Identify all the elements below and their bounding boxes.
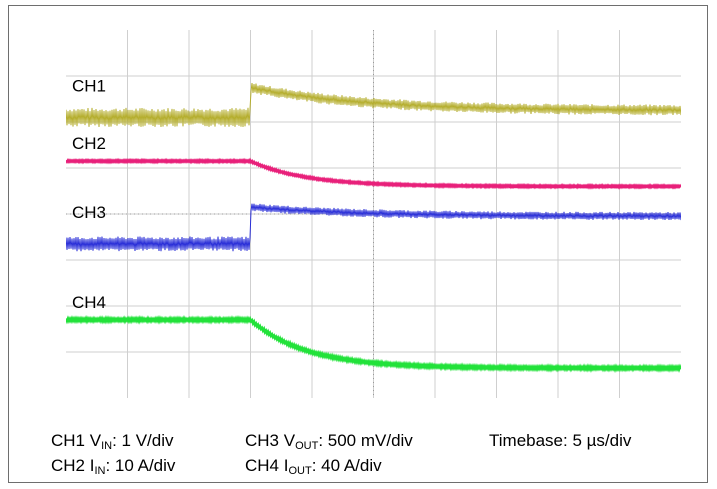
trace-ch3 xyxy=(66,203,681,252)
channel-label-ch4: CH4 xyxy=(72,293,106,312)
legend-ch1: CH1 VIN: 1 V/div xyxy=(51,431,174,452)
trace-ch1 xyxy=(66,82,681,128)
legend-ch3: CH3 VOUT: 500 mV/div xyxy=(245,431,413,452)
channel-label-ch1: CH1 xyxy=(72,76,106,95)
figure-frame: CH1 CH2 CH3 CH4 CH1 VIN: 1 V/div CH2 IIN: 1… xyxy=(8,5,708,483)
legend-ch4: CH4 IOUT: 40 A/div xyxy=(245,456,382,477)
channel-label-ch2: CH2 xyxy=(72,134,106,153)
legend-ch2: CH2 IIN: 10 A/div xyxy=(51,456,176,477)
plot-svg: CH1 CH2 CH3 CH4 xyxy=(66,30,681,398)
trace-ch2 xyxy=(66,157,681,190)
oscilloscope-plot: CH1 CH2 CH3 CH4 xyxy=(66,30,681,398)
channel-label-ch3: CH3 xyxy=(72,203,106,222)
trace-ch4 xyxy=(66,314,681,373)
legend-timebase: Timebase: 5 µs/div xyxy=(489,431,632,450)
